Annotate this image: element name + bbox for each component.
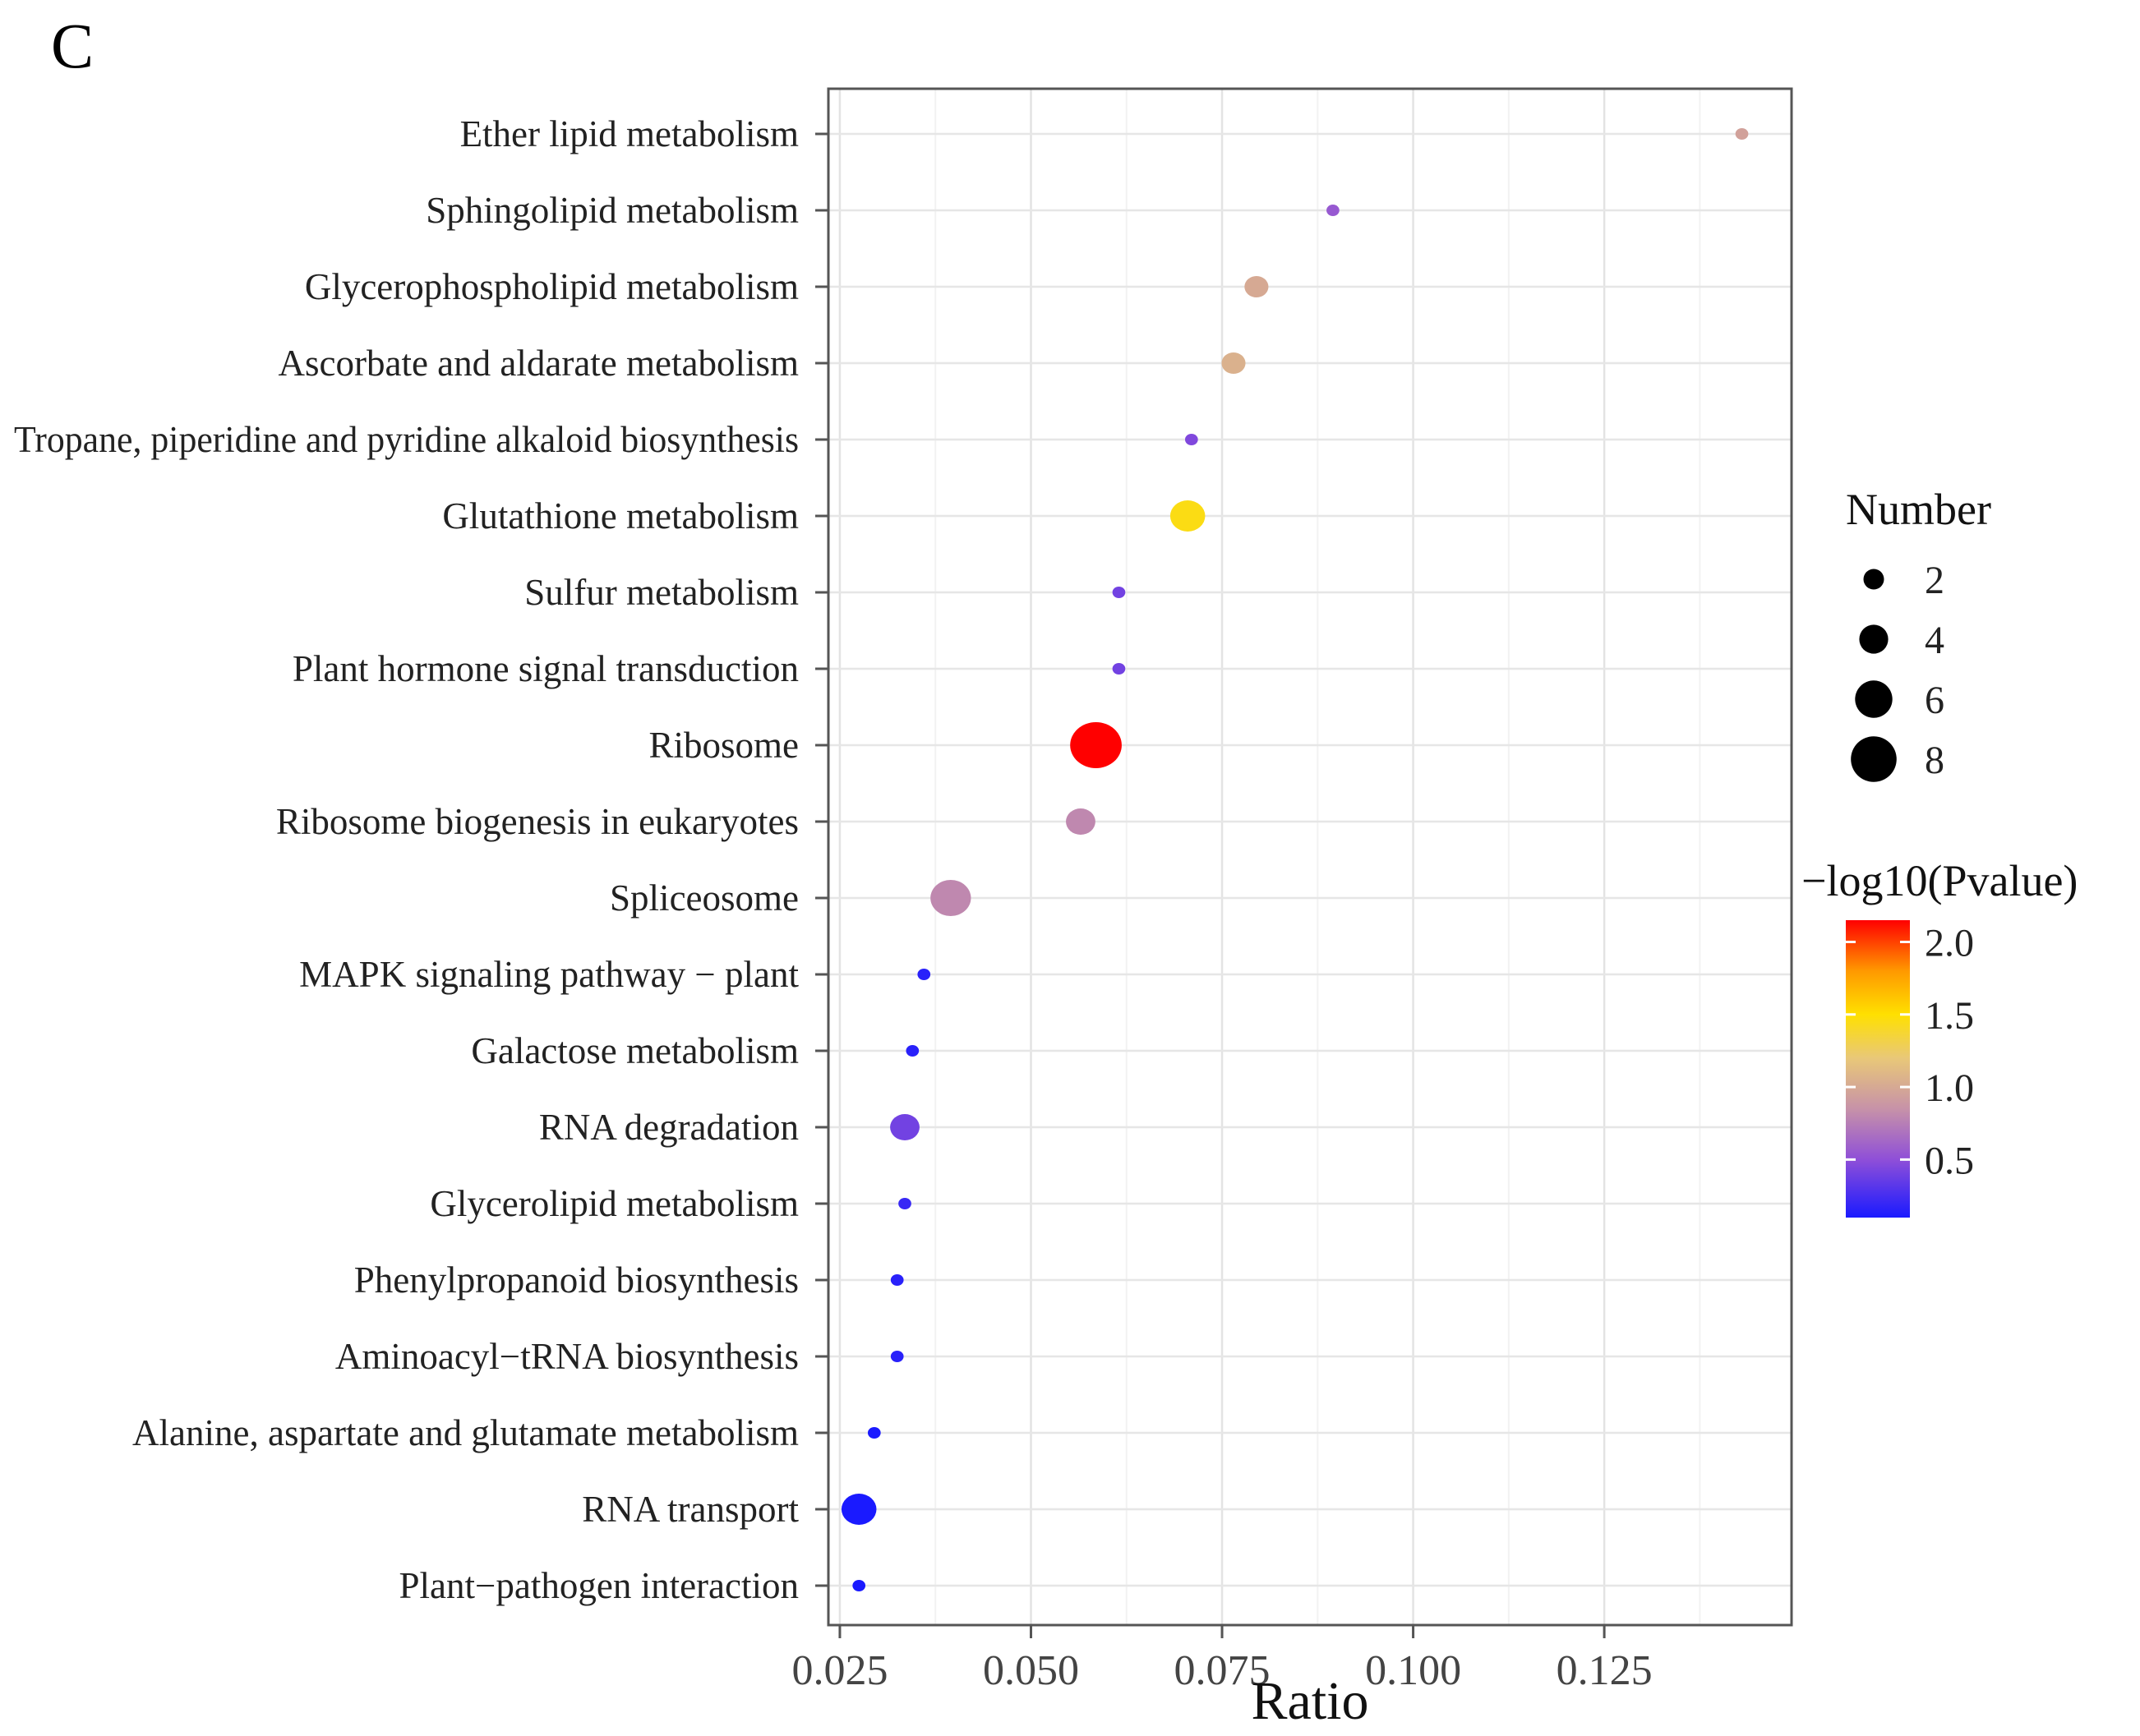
color-bar xyxy=(1846,920,1910,1218)
data-point xyxy=(1244,276,1269,297)
color-legend-label: 1.5 xyxy=(1925,994,1974,1038)
panel-label: C xyxy=(51,10,94,81)
plot-panel-border xyxy=(827,87,1793,1627)
category-label: Glycerolipid metabolism xyxy=(430,1183,799,1224)
data-point xyxy=(1066,808,1095,835)
category-label: Alanine, aspartate and glutamate metabol… xyxy=(132,1412,799,1453)
size-legend: Number 2 4 6 8 xyxy=(1846,485,1991,782)
data-point xyxy=(930,880,971,916)
category-label: Ether lipid metabolism xyxy=(460,113,799,154)
color-legend-label: 2.0 xyxy=(1925,921,1974,965)
color-legend-label: 1.0 xyxy=(1925,1066,1974,1110)
size-legend-dot xyxy=(1851,736,1897,782)
data-point xyxy=(1112,663,1126,675)
data-point xyxy=(890,1114,920,1140)
category-label: Sphingolipid metabolism xyxy=(426,190,799,231)
data-point xyxy=(1169,500,1206,532)
size-legend-label: 2 xyxy=(1925,559,1944,602)
x-tick-label: 0.100 xyxy=(1365,1647,1461,1694)
grid-minor-lines xyxy=(934,89,1701,1625)
category-label: Ascorbate and aldarate metabolism xyxy=(279,343,800,384)
data-point xyxy=(1735,128,1749,140)
data-point xyxy=(1070,722,1122,768)
data-point xyxy=(890,1351,904,1362)
size-legend-dot xyxy=(1855,680,1893,718)
data-point xyxy=(890,1274,904,1286)
category-labels: Ether lipid metabolism Sphingolipid metab… xyxy=(14,113,799,1606)
category-label: MAPK signaling pathway − plant xyxy=(299,954,799,995)
category-label: Plant hormone signal transduction xyxy=(293,648,799,689)
size-legend-title: Number xyxy=(1846,485,1991,534)
x-tick-label: 0.075 xyxy=(1174,1647,1271,1694)
color-legend: −log10(Pvalue) 0.5 1.0 1.5 2.0 xyxy=(1801,856,2078,1218)
data-point xyxy=(906,1045,920,1057)
size-legend-dot xyxy=(1859,624,1889,654)
data-point xyxy=(1112,587,1126,598)
category-label: Glutathione metabolism xyxy=(442,495,799,536)
category-label: Glycerophospholipid metabolism xyxy=(305,266,799,307)
data-point xyxy=(1326,205,1340,216)
category-label: Spliceosome xyxy=(610,877,799,919)
data-point xyxy=(867,1427,881,1439)
size-legend-label: 6 xyxy=(1925,679,1944,722)
category-label: Aminoacyl−tRNA biosynthesis xyxy=(335,1336,799,1377)
x-axis-title: Ratio xyxy=(1252,1671,1369,1731)
color-legend-title: −log10(Pvalue) xyxy=(1801,856,2078,905)
data-point xyxy=(1221,352,1246,374)
x-tick-labels: 0.025 0.050 0.075 0.100 0.125 xyxy=(791,1647,1652,1694)
category-label: Plant−pathogen interaction xyxy=(399,1565,800,1606)
data-point xyxy=(917,969,931,980)
category-label: Phenylpropanoid biosynthesis xyxy=(354,1259,799,1301)
category-label: Galactose metabolism xyxy=(471,1030,799,1071)
grid-major-lines xyxy=(838,89,1606,1625)
size-legend-dot xyxy=(1863,569,1884,590)
data-point xyxy=(1184,434,1198,445)
data-point xyxy=(852,1580,866,1591)
x-tick-label: 0.125 xyxy=(1557,1647,1653,1694)
category-label: Ribosome biogenesis in eukaryotes xyxy=(276,801,799,842)
color-legend-label: 0.5 xyxy=(1925,1139,1974,1182)
x-axis-ticks xyxy=(838,1625,1606,1638)
category-label: Tropane, piperidine and pyridine alkaloi… xyxy=(14,419,799,460)
data-points xyxy=(841,128,1749,1591)
category-label: Sulfur metabolism xyxy=(524,572,799,613)
category-label: RNA degradation xyxy=(539,1107,799,1148)
x-tick-label: 0.050 xyxy=(983,1647,1079,1694)
category-label: Ribosome xyxy=(648,725,799,766)
x-tick-label: 0.025 xyxy=(791,1647,888,1694)
size-legend-label: 4 xyxy=(1925,619,1944,662)
data-point xyxy=(841,1494,877,1525)
data-point xyxy=(898,1198,911,1209)
category-label: RNA transport xyxy=(582,1489,799,1530)
y-axis-ticks xyxy=(815,132,828,1587)
size-legend-label: 8 xyxy=(1925,739,1944,782)
grid-horizontal-lines xyxy=(828,132,1792,1587)
